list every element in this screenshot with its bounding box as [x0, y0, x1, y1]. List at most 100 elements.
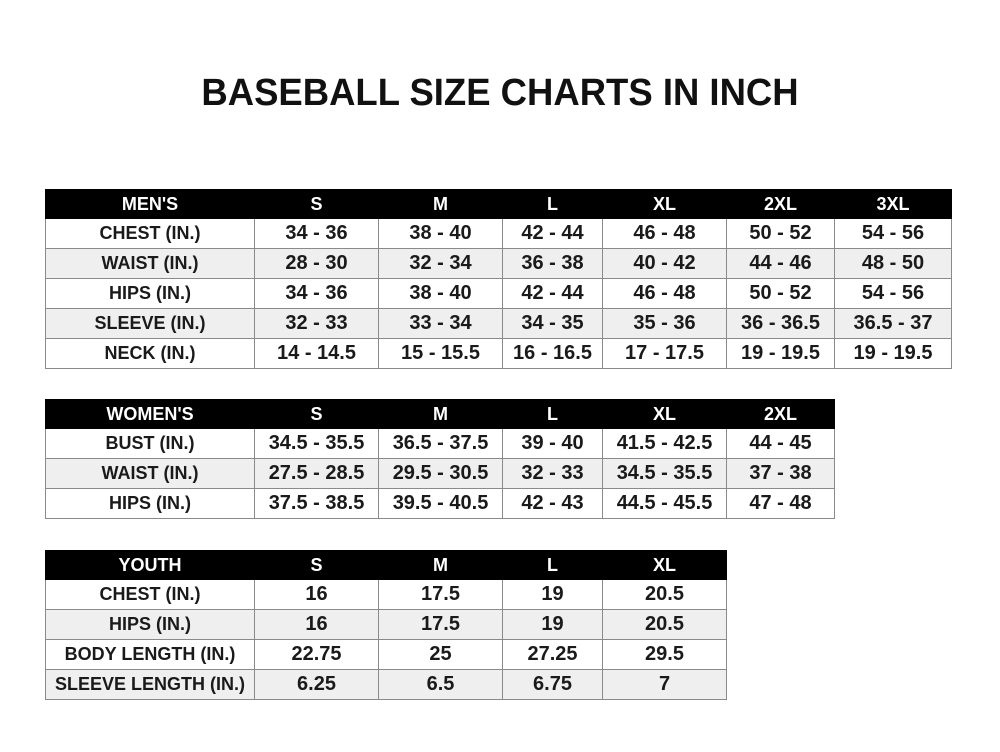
size-value: 16	[254, 579, 379, 610]
category-header: YOUTH	[45, 550, 255, 580]
size-value: 47 - 48	[726, 488, 835, 519]
size-value: 42 - 44	[502, 218, 603, 249]
table-row: CHEST (IN.) 34 - 36 38 - 40 42 - 44 46 - 48 5…	[45, 218, 952, 249]
measurement-label: BUST (IN.)	[45, 428, 255, 459]
size-value: 14 - 14.5	[254, 338, 379, 369]
size-value: 19	[502, 579, 603, 610]
size-value: 33 - 34	[378, 308, 503, 339]
size-value: 19 - 19.5	[726, 338, 835, 369]
size-value: 34 - 36	[254, 218, 379, 249]
size-value: 39.5 - 40.5	[378, 488, 503, 519]
size-header: 2XL	[726, 399, 835, 429]
size-value: 54 - 56	[834, 218, 952, 249]
category-header: MEN'S	[45, 189, 255, 219]
table-row: SLEEVE LENGTH (IN.) 6.25 6.5 6.75 7	[45, 669, 727, 700]
size-header: M	[378, 550, 503, 580]
size-value: 27.25	[502, 639, 603, 670]
measurement-label: CHEST (IN.)	[45, 579, 255, 610]
size-value: 39 - 40	[502, 428, 603, 459]
size-header: L	[502, 189, 603, 219]
measurement-label: HIPS (IN.)	[45, 609, 255, 640]
size-header: XL	[602, 550, 727, 580]
measurement-label: SLEEVE LENGTH (IN.)	[45, 669, 255, 700]
measurement-label: WAIST (IN.)	[45, 248, 255, 279]
size-value: 34.5 - 35.5	[602, 458, 727, 489]
size-value: 28 - 30	[254, 248, 379, 279]
womens-size-table: WOMEN'S S M L XL 2XL BUST (IN.) 34.5 - 35.5 36.5…	[45, 399, 835, 519]
measurement-label: CHEST (IN.)	[45, 218, 255, 249]
size-value: 16	[254, 609, 379, 640]
size-header: S	[254, 189, 379, 219]
size-value: 34 - 36	[254, 278, 379, 309]
size-value: 32 - 33	[254, 308, 379, 339]
size-value: 27.5 - 28.5	[254, 458, 379, 489]
size-value: 36 - 38	[502, 248, 603, 279]
size-value: 32 - 34	[378, 248, 503, 279]
size-value: 29.5 - 30.5	[378, 458, 503, 489]
size-value: 42 - 44	[502, 278, 603, 309]
size-value: 34.5 - 35.5	[254, 428, 379, 459]
size-header: XL	[602, 399, 727, 429]
page-title: BASEBALL SIZE CHARTS IN INCH	[201, 72, 799, 114]
size-value: 38 - 40	[378, 218, 503, 249]
mens-size-table: MEN'S S M L XL 2XL 3XL CHEST (IN.) 34 - 36 38 - 4…	[45, 189, 952, 369]
size-value: 36.5 - 37	[834, 308, 952, 339]
table-row: BODY LENGTH (IN.) 22.75 25 27.25 29.5	[45, 639, 727, 670]
size-value: 32 - 33	[502, 458, 603, 489]
table-row: CHEST (IN.) 16 17.5 19 20.5	[45, 579, 727, 610]
size-header: L	[502, 399, 603, 429]
size-value: 44.5 - 45.5	[602, 488, 727, 519]
size-value: 20.5	[602, 579, 727, 610]
measurement-label: BODY LENGTH (IN.)	[45, 639, 255, 670]
measurement-label: HIPS (IN.)	[45, 488, 255, 519]
size-value: 36.5 - 37.5	[378, 428, 503, 459]
size-value: 34 - 35	[502, 308, 603, 339]
size-value: 50 - 52	[726, 278, 835, 309]
size-value: 6.5	[378, 669, 503, 700]
size-value: 42 - 43	[502, 488, 603, 519]
header-row: MEN'S S M L XL 2XL 3XL	[45, 189, 952, 219]
measurement-label: HIPS (IN.)	[45, 278, 255, 309]
table-row: HIPS (IN.) 37.5 - 38.5 39.5 - 40.5 42 - 43 4…	[45, 488, 835, 519]
size-value: 17 - 17.5	[602, 338, 727, 369]
size-value: 40 - 42	[602, 248, 727, 279]
size-value: 25	[378, 639, 503, 670]
size-value: 16 - 16.5	[502, 338, 603, 369]
table-row: SLEEVE (IN.) 32 - 33 33 - 34 34 - 35 35 - 36…	[45, 308, 952, 339]
table-row: NECK (IN.) 14 - 14.5 15 - 15.5 16 - 16.5 17 …	[45, 338, 952, 369]
size-value: 38 - 40	[378, 278, 503, 309]
table-row: WAIST (IN.) 27.5 - 28.5 29.5 - 30.5 32 - 33…	[45, 458, 835, 489]
size-value: 17.5	[378, 609, 503, 640]
header-row: YOUTH S M L XL	[45, 550, 727, 580]
size-value: 35 - 36	[602, 308, 727, 339]
table-row: HIPS (IN.) 16 17.5 19 20.5	[45, 609, 727, 640]
size-value: 37 - 38	[726, 458, 835, 489]
size-header: M	[378, 399, 503, 429]
size-value: 46 - 48	[602, 218, 727, 249]
youth-size-table: YOUTH S M L XL CHEST (IN.) 16 17.5 19 20.5 HIPS (I…	[45, 550, 727, 700]
table-row: HIPS (IN.) 34 - 36 38 - 40 42 - 44 46 - 48 50…	[45, 278, 952, 309]
size-header: S	[254, 550, 379, 580]
size-header: M	[378, 189, 503, 219]
size-value: 54 - 56	[834, 278, 952, 309]
size-value: 19 - 19.5	[834, 338, 952, 369]
measurement-label: WAIST (IN.)	[45, 458, 255, 489]
table-row: BUST (IN.) 34.5 - 35.5 36.5 - 37.5 39 - 40 4…	[45, 428, 835, 459]
size-value: 19	[502, 609, 603, 640]
size-value: 15 - 15.5	[378, 338, 503, 369]
size-value: 44 - 46	[726, 248, 835, 279]
size-header: 2XL	[726, 189, 835, 219]
size-value: 29.5	[602, 639, 727, 670]
size-value: 37.5 - 38.5	[254, 488, 379, 519]
size-value: 17.5	[378, 579, 503, 610]
measurement-label: SLEEVE (IN.)	[45, 308, 255, 339]
size-value: 20.5	[602, 609, 727, 640]
measurement-label: NECK (IN.)	[45, 338, 255, 369]
size-value: 44 - 45	[726, 428, 835, 459]
size-value: 36 - 36.5	[726, 308, 835, 339]
size-value: 22.75	[254, 639, 379, 670]
size-value: 7	[602, 669, 727, 700]
size-value: 48 - 50	[834, 248, 952, 279]
size-value: 50 - 52	[726, 218, 835, 249]
size-value: 6.75	[502, 669, 603, 700]
